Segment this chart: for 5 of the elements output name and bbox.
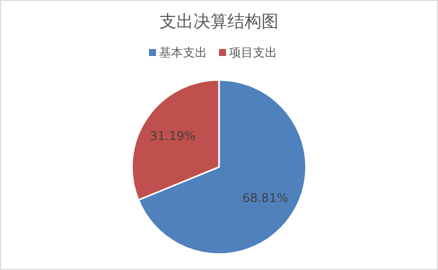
chart-title: 支出决算结构图: [160, 12, 278, 32]
data-label: 31.19%: [150, 128, 196, 143]
legend-label: 项目支出: [229, 46, 277, 60]
data-label: 68.81%: [242, 191, 288, 206]
legend-label: 基本支出: [159, 46, 207, 60]
